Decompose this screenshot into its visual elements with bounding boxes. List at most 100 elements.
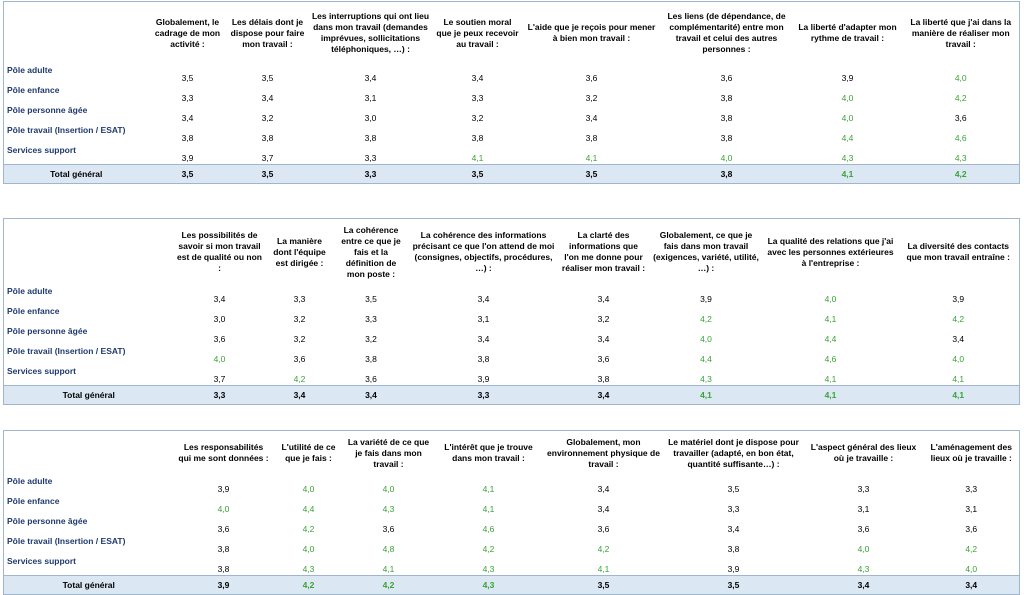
value-cell: 4,0	[952, 354, 965, 364]
value-cell: 3,6	[365, 374, 377, 384]
value-cell: 3,8	[477, 354, 490, 364]
total-cell: 4,1	[792, 164, 903, 184]
data-table: Les possibilités de savoir si mon travai…	[3, 218, 1020, 405]
value-cell: 3,6	[954, 113, 967, 123]
value-cell: 3,8	[365, 354, 377, 364]
column-header: L'utilité de ce que je fais :	[281, 442, 336, 463]
value-cell: 3,6	[293, 354, 306, 364]
row-label: Pôle personne âgée	[7, 326, 88, 336]
value-cell: 3,8	[217, 564, 230, 574]
data-row: Pôle travail (Insertion / ESAT) 3,8 4,0 4,8…	[4, 535, 1020, 555]
column-header: La diversité des contacts que mon travai…	[906, 241, 1010, 262]
value-cell: 4,2	[700, 314, 712, 324]
value-cell: 4,3	[841, 153, 854, 163]
value-cell: 3,9	[727, 564, 740, 574]
value-cell: 3,6	[382, 524, 395, 534]
value-cell: 4,3	[302, 564, 315, 574]
value-cell: 3,2	[293, 334, 306, 344]
value-cell: 3,3	[727, 504, 740, 514]
column-header: Globalement, le cadrage de mon activité …	[154, 16, 221, 49]
value-cell: 3,4	[181, 113, 194, 123]
value-cell: 4,0	[700, 334, 712, 344]
total-cell: 3,9	[173, 575, 274, 595]
column-header: Les responsabilités qui me sont données …	[178, 442, 269, 463]
value-cell: 3,3	[364, 153, 377, 163]
data-row: Pôle adulte 3,4 3,3 3,5 3,4 3,4 3,9 4,0 3,9	[4, 285, 1020, 305]
value-cell: 3,9	[477, 374, 490, 384]
value-cell: 3,2	[585, 93, 598, 103]
value-cell: 4,4	[841, 133, 854, 143]
value-cell: 3,7	[261, 153, 274, 163]
value-cell: 3,8	[217, 544, 230, 554]
header-row: Globalement, le cadrage de mon activité …	[4, 2, 1020, 65]
value-cell: 3,9	[700, 294, 712, 304]
row-label: Pôle travail (Insertion / ESAT)	[7, 125, 126, 135]
column-header: Le soutien moral que je peux recevoir au…	[436, 16, 519, 49]
value-cell: 3,8	[181, 133, 194, 143]
value-cell: 4,1	[471, 153, 484, 163]
value-cell: 4,0	[382, 484, 395, 494]
value-cell: 3,5	[727, 484, 740, 494]
row-label: Pôle travail (Insertion / ESAT)	[7, 346, 126, 356]
data-row: Services support 3,9 3,7 3,3 4,1 4,1 4,0 4,3 4,3	[4, 144, 1020, 165]
value-cell: 3,6	[213, 334, 226, 344]
value-cell: 3,8	[720, 113, 733, 123]
row-label: Pôle adulte	[7, 286, 53, 296]
value-cell: 3,3	[181, 93, 194, 103]
column-header: La liberté que j'ai dans la manière de r…	[910, 16, 1012, 49]
row-label: Pôle personne âgée	[7, 516, 88, 526]
value-cell: 4,4	[700, 354, 712, 364]
value-cell: 4,0	[841, 93, 854, 103]
value-cell: 3,4	[597, 334, 610, 344]
data-row: Pôle personne âgée 3,4 3,2 3,0 3,2 3,4 3,8 4,0 3…	[4, 104, 1020, 124]
column-header: La liberté d'adapter mon rythme de trava…	[798, 22, 897, 43]
value-cell: 4,2	[302, 524, 315, 534]
value-cell: 3,6	[857, 524, 870, 534]
value-cell: 4,8	[382, 544, 395, 554]
total-cell: 3,8	[660, 164, 793, 184]
value-cell: 3,2	[293, 314, 306, 324]
column-header: L'aspect général des lieux où je travail…	[810, 442, 917, 463]
value-cell: 4,6	[482, 524, 495, 534]
value-cell: 3,8	[471, 133, 484, 143]
data-row: Services support 3,8 4,3 4,1 4,3 4,1 3,9 4,3 4,0	[4, 555, 1020, 576]
data-table: Les responsabilités qui me sont données …	[3, 430, 1020, 595]
total-cell: 4,3	[433, 575, 544, 595]
value-cell: 4,1	[482, 504, 495, 514]
value-cell: 4,2	[954, 93, 967, 103]
total-cell: 3,5	[148, 164, 227, 184]
value-cell: 3,0	[213, 314, 226, 324]
column-header: L'intérêt que je trouve dans mon travail…	[444, 442, 533, 463]
value-cell: 3,6	[597, 354, 610, 364]
value-cell: 3,3	[293, 294, 306, 304]
value-cell: 3,1	[364, 93, 377, 103]
value-cell: 3,4	[261, 93, 274, 103]
value-cell: 4,0	[954, 73, 967, 83]
data-row: Pôle adulte 3,9 4,0 4,0 4,1 3,4 3,5 3,3 3,3	[4, 475, 1020, 495]
total-cell: 3,4	[558, 385, 649, 405]
value-cell: 4,2	[293, 374, 306, 384]
value-cell: 3,1	[857, 504, 870, 514]
row-label: Pôle enfance	[7, 496, 60, 506]
value-cell: 3,2	[261, 113, 274, 123]
value-cell: 4,0	[841, 113, 854, 123]
value-cell: 3,3	[965, 484, 978, 494]
value-cell: 4,0	[824, 294, 837, 304]
data-table: Globalement, le cadrage de mon activité …	[3, 1, 1020, 184]
data-row: Pôle personne âgée 3,6 3,2 3,2 3,4 3,4 4,0 4,4 3…	[4, 325, 1020, 345]
value-cell: 3,6	[965, 524, 978, 534]
total-label: Total général	[3, 575, 174, 595]
total-cell: 3,4	[803, 575, 924, 595]
column-header: Globalement, mon environnement physique …	[547, 436, 660, 469]
data-row: Pôle travail (Insertion / ESAT) 3,8 3,8 3,8…	[4, 124, 1020, 144]
data-row: Pôle adulte 3,5 3,5 3,4 3,4 3,6 3,6 3,9 4,0	[4, 64, 1020, 84]
value-cell: 4,4	[302, 504, 315, 514]
total-cell: 4,2	[343, 575, 434, 595]
value-cell: 4,6	[954, 133, 967, 143]
total-cell: 3,4	[265, 385, 334, 405]
value-cell: 3,9	[952, 294, 965, 304]
value-cell: 3,8	[261, 133, 274, 143]
total-row: Total général 3,5 3,5 3,3 3,5 3,5 3,8 4,1 4,2	[3, 164, 1020, 184]
column-header: Le matériel dont je dispose pour travail…	[668, 436, 799, 469]
